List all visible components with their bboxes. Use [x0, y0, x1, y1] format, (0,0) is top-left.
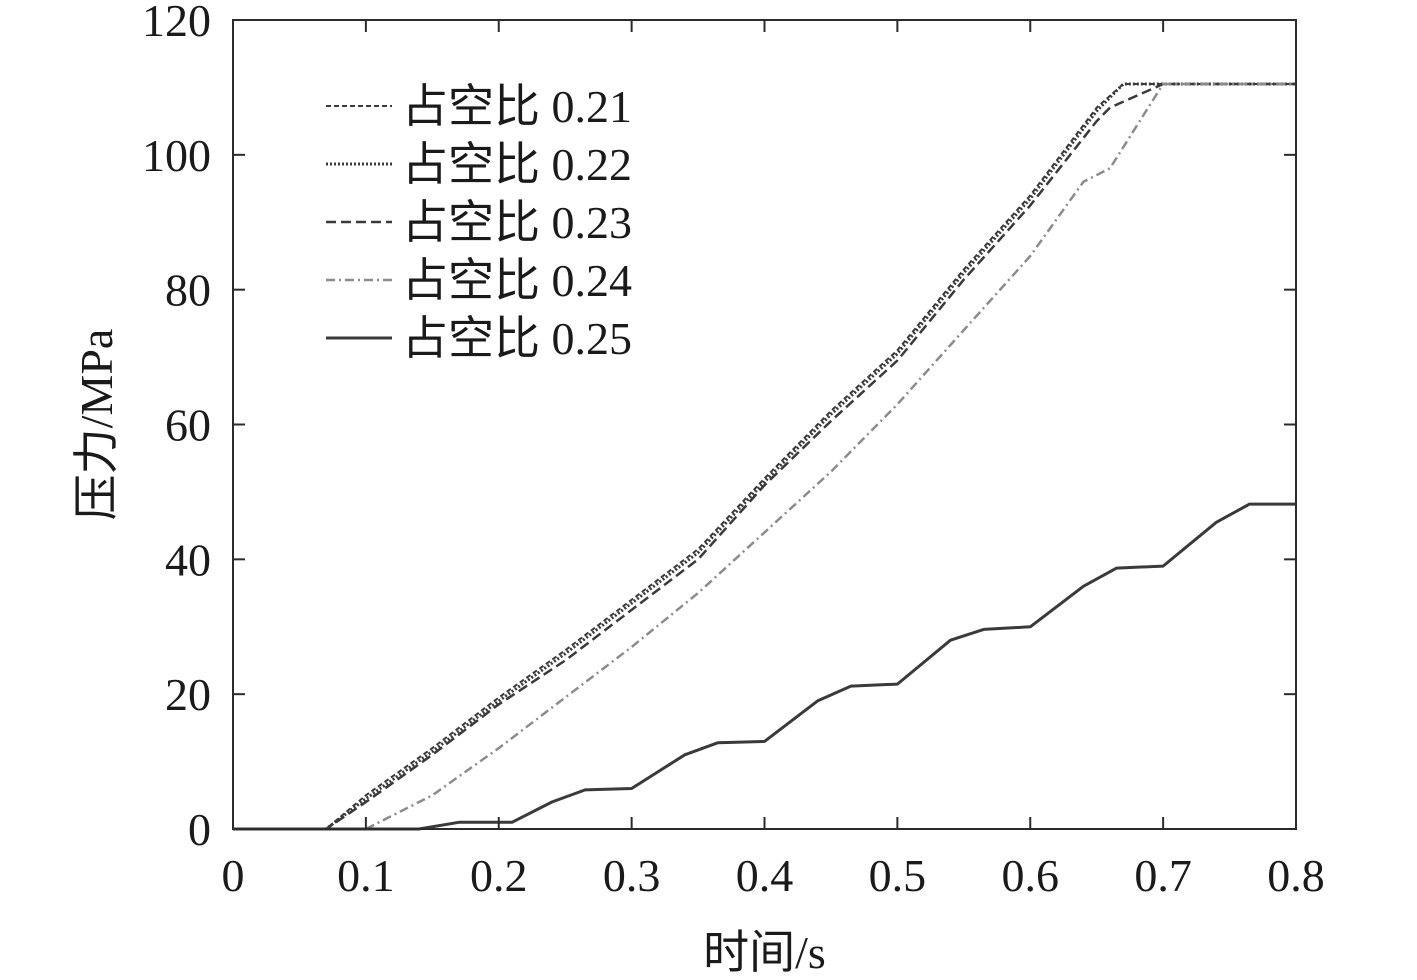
series-line-1	[233, 83, 1296, 830]
series-layer	[233, 82, 1296, 831]
ticks-layer: 0 0.1 0.2 0.3 0.4 0.5 0.6 0.7 0.8 0 20 40 60 80 100 120	[142, 0, 1325, 901]
y-tick-label: 100	[142, 130, 211, 181]
series-line-5	[233, 502, 1296, 831]
y-tick-label: 120	[142, 0, 211, 46]
y-tick-label: 40	[165, 534, 211, 585]
y-tick-label: 20	[165, 669, 211, 720]
y-axis-title: 压力/MPa	[71, 329, 122, 521]
y-tick-label: 80	[165, 265, 211, 316]
series-line-3	[233, 82, 1296, 831]
series-line-4	[233, 82, 1296, 831]
x-tick-label: 0.5	[869, 850, 927, 901]
x-axis-title: 时间/s	[703, 927, 826, 978]
x-tick-label: 0.2	[470, 850, 528, 901]
x-tick-label: 0.1	[337, 850, 395, 901]
legend: 占空比 0.21 占空比 0.22 占空比 0.23 占空比 0.24 占空比 0.25	[326, 81, 632, 364]
legend-label-5: 占空比 0.25	[402, 313, 632, 364]
legend-label-3: 占空比 0.23	[402, 197, 632, 248]
y-tick-label: 0	[188, 804, 211, 855]
x-tick-label: 0.8	[1267, 850, 1325, 901]
x-tick-label: 0.3	[603, 850, 661, 901]
plot-frame	[232, 19, 1297, 830]
x-tick-label: 0.7	[1134, 850, 1192, 901]
x-tick-label: 0.4	[736, 850, 794, 901]
series-line-2	[233, 82, 1296, 831]
x-tick-label: 0.6	[1002, 850, 1060, 901]
legend-label-2: 占空比 0.22	[402, 139, 632, 190]
y-tick-label: 60	[165, 400, 211, 451]
legend-label-1: 占空比 0.21	[402, 81, 632, 132]
legend-label-4: 占空比 0.24	[402, 255, 632, 306]
x-tick-label: 0	[222, 850, 245, 901]
